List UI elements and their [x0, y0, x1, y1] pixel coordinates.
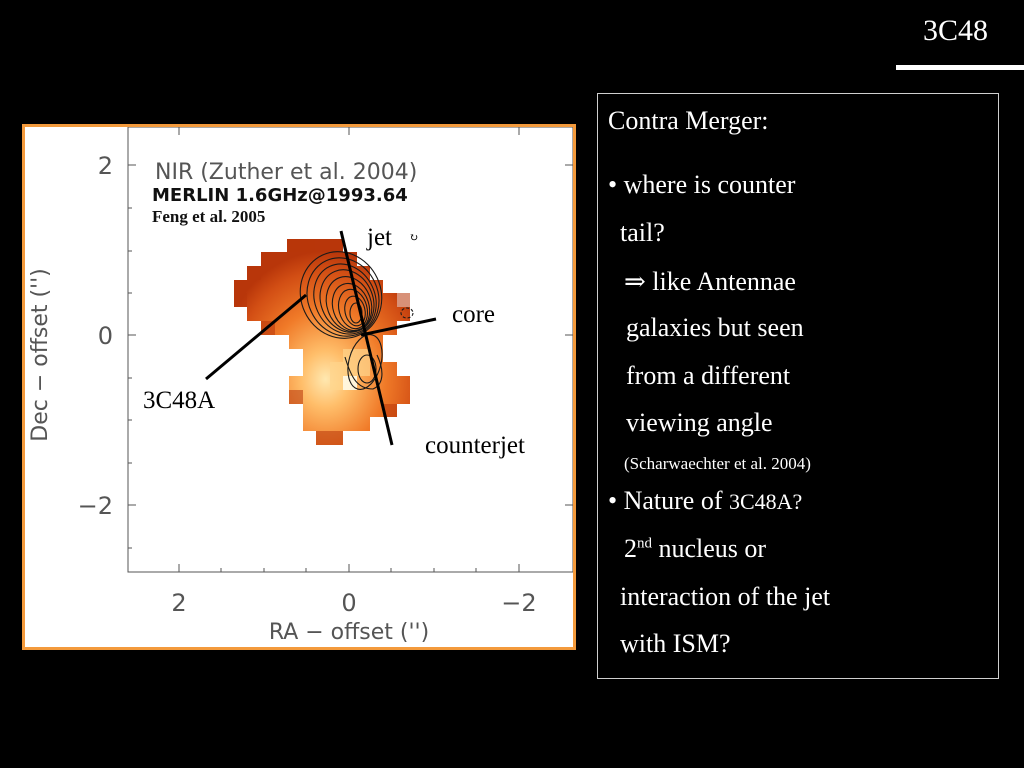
interaction-line-1: interaction of the jet — [620, 582, 831, 611]
label-3c48a: 3C48A — [143, 387, 215, 414]
label-jet: jet — [366, 224, 392, 251]
citation: (Scharwaechter et al. 2004) — [624, 454, 811, 473]
antennae-line-3: from a different — [626, 361, 791, 390]
antennae-line: ⇒ like Antennae — [624, 267, 796, 297]
x-axis-label: RA − offset ('') — [269, 620, 429, 645]
title-underline — [896, 65, 1024, 70]
x-tick-0: 0 — [341, 589, 356, 617]
second-nucleus-line: 2nd nucleus or — [624, 534, 766, 564]
antennae-text: like Antennae — [645, 267, 796, 296]
implies-arrow-icon: ⇒ — [624, 267, 646, 296]
panel-heading: Contra Merger: — [608, 106, 769, 135]
slide-title: 3C48 — [922, 14, 988, 47]
y-tick-neg2: −2 — [78, 492, 113, 520]
bullet-counter-tail-2: tail? — [620, 218, 665, 247]
tick-marks — [128, 127, 573, 572]
interaction-line-2: with ISM? — [620, 629, 731, 658]
figure-header-merlin: MERLIN 1.6GHz@1993.64 — [152, 185, 408, 206]
jet-glyph-icon: ↻ — [409, 232, 418, 244]
bullet-nature: • Nature of 3C48A? — [608, 486, 802, 516]
figure-canvas: NIR (Zuther et al. 2004) MERLIN 1.6GHz@1… — [28, 127, 573, 645]
x-tick-neg2: −2 — [501, 589, 536, 617]
figure-header-feng: Feng et al. 2005 — [152, 207, 265, 226]
label-core: core — [452, 301, 495, 328]
second-nucleus-sup: nd — [637, 535, 652, 552]
bullet-counter-tail-1: • where is counter — [608, 170, 796, 199]
x-tick-2: 2 — [171, 589, 186, 617]
second-nucleus-num: 2 — [624, 534, 637, 563]
y-tick-2: 2 — [98, 152, 113, 180]
notes-panel: Contra Merger: • where is counter tail? … — [597, 93, 999, 679]
merlin-contours — [299, 251, 414, 390]
bullet-nature-text: • Nature of — [608, 486, 729, 515]
nir-emission-map — [234, 239, 410, 445]
bullet-nature-source: 3C48A? — [729, 489, 803, 514]
antennae-line-4: viewing angle — [626, 408, 773, 437]
second-nucleus-text: nucleus or — [652, 534, 767, 563]
figure-header-nir: NIR (Zuther et al. 2004) — [155, 160, 417, 185]
y-axis-label: Dec − offset ('') — [28, 268, 53, 442]
annotation-lines — [205, 230, 437, 446]
antennae-line-2: galaxies but seen — [626, 313, 804, 342]
radio-image-figure: NIR (Zuther et al. 2004) MERLIN 1.6GHz@1… — [22, 124, 576, 650]
y-tick-0: 0 — [98, 322, 113, 350]
label-counterjet: counterjet — [425, 432, 525, 459]
